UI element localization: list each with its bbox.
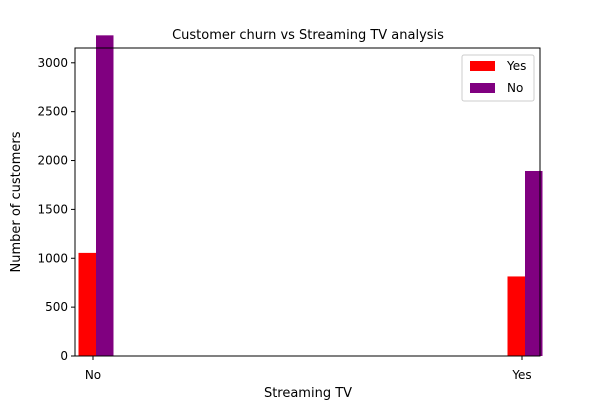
x-axis-label: Streaming TV	[264, 386, 352, 400]
y-tick-label: 3000	[37, 56, 68, 70]
bar-no-yes	[525, 170, 543, 356]
plot-frame	[74, 47, 541, 357]
x-tick-label: Yes	[511, 368, 531, 382]
y-tick-label: 0	[60, 349, 68, 363]
y-tick-label: 2000	[37, 154, 68, 168]
bar-yes-no	[78, 252, 96, 356]
y-tick-label: 500	[45, 300, 68, 314]
x-tick-label: No	[85, 368, 101, 382]
legend-swatch-no	[470, 83, 495, 93]
legend-label-yes: Yes	[506, 59, 526, 73]
bar-no-no	[96, 35, 114, 356]
y-tick-label: 1500	[37, 202, 68, 216]
chart-title: Customer churn vs Streaming TV analysis	[172, 28, 444, 43]
x-axis-ticks: No Yes	[85, 356, 532, 382]
y-tick-label: 2500	[37, 105, 68, 119]
bars-layer	[78, 35, 543, 356]
legend: Yes No	[461, 54, 535, 102]
y-tick-label: 1000	[37, 251, 68, 265]
legend-swatch-yes	[470, 61, 495, 71]
y-axis-label: Number of customers	[9, 131, 24, 272]
y-axis-ticks: 0 500 1000 1500 2000 2500 3000	[37, 56, 75, 363]
legend-label-no: No	[507, 81, 523, 95]
bar-yes-yes	[507, 276, 525, 356]
